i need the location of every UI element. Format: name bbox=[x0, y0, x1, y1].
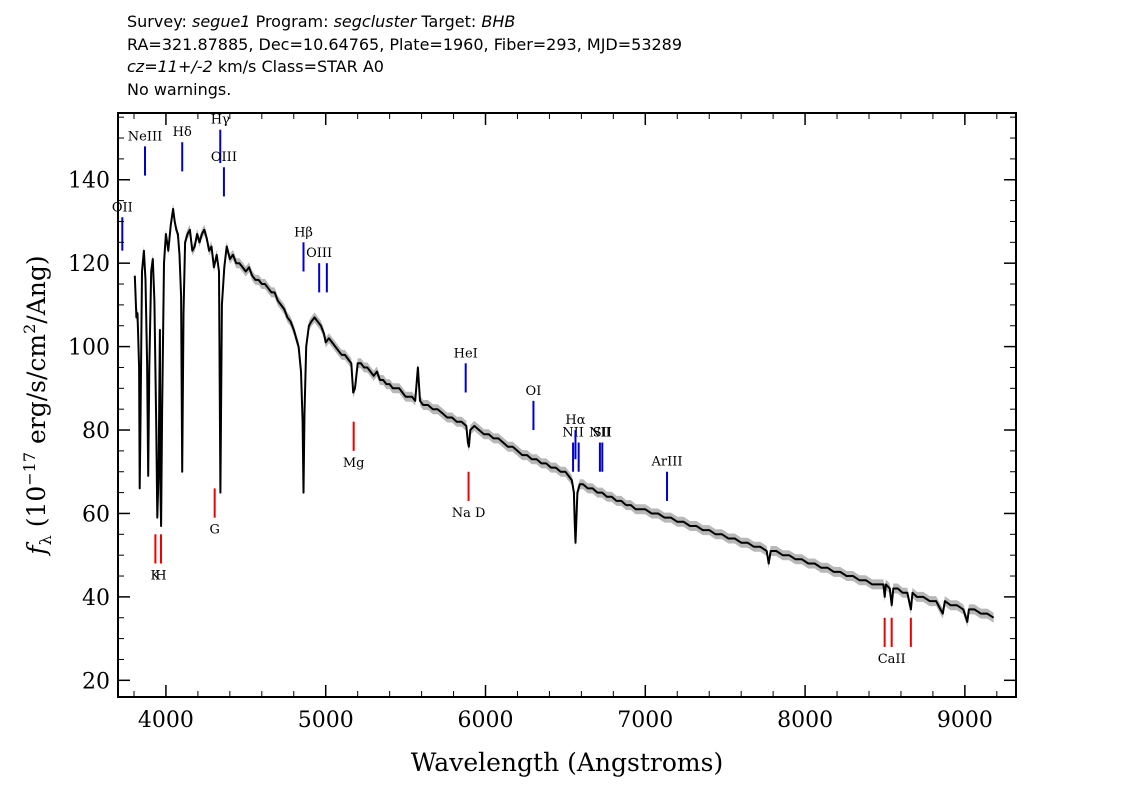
absorption-line-h-label: H bbox=[155, 569, 166, 584]
y-tick-label: 100 bbox=[68, 336, 110, 361]
spectrum-layer bbox=[133, 207, 995, 623]
axes-layer: 4000 5000 6000 7000 8000 9000 20 40 60 80 100 120 14… bbox=[68, 113, 1016, 733]
y-axis-title-part: f bbox=[22, 542, 51, 557]
emission-line-ariii-label: ArIII bbox=[651, 455, 683, 470]
spectrum-header: Survey: segue1 Program: segcluster Targe… bbox=[127, 11, 682, 101]
y-axis-title-part: erg/s/cm bbox=[22, 334, 51, 452]
spectrum-line bbox=[133, 207, 995, 623]
target-value: BHB bbox=[481, 12, 516, 31]
target-label: Target: bbox=[421, 12, 477, 31]
plot-frame bbox=[117, 112, 1017, 698]
emission-line-nii-label: NII bbox=[589, 426, 611, 441]
emission-line-oii-label: OII bbox=[112, 200, 133, 215]
emission-line-oi-label: OI bbox=[526, 384, 542, 399]
y-tick-label: 120 bbox=[68, 252, 110, 277]
y-axis-title-part: 2 bbox=[20, 324, 39, 334]
program-value: segcluster bbox=[333, 12, 417, 31]
error-band bbox=[134, 203, 994, 627]
x-tick-label: 9000 bbox=[937, 708, 993, 733]
x-axis-title: Wavelength (Angstroms) bbox=[411, 748, 723, 777]
emission-line-h--label: Hγ bbox=[211, 113, 230, 128]
y-tick-label: 80 bbox=[82, 419, 110, 444]
header-line-redshift: cz=11+/-2 km/s Class=STAR A0 bbox=[127, 56, 682, 79]
emission-line-h--label: Hα bbox=[565, 413, 585, 428]
absorption-line-na-d-label: Na D bbox=[452, 506, 486, 521]
x-tick-label: 8000 bbox=[777, 708, 833, 733]
y-tick-label: 20 bbox=[82, 669, 110, 694]
absorption-line-g-label: G bbox=[209, 523, 219, 538]
absorption-line-caii-label: CaII bbox=[878, 652, 906, 667]
survey-value: segue1 bbox=[191, 12, 251, 31]
emission-line-nii-label: NII bbox=[562, 426, 584, 441]
error-band-layer bbox=[134, 203, 994, 627]
emission-line-neiii-label: NeIII bbox=[128, 129, 162, 144]
x-tick-label: 4000 bbox=[138, 708, 194, 733]
absorption-line-mg-label: Mg bbox=[343, 456, 365, 471]
absorption-line-k-label: K bbox=[151, 569, 161, 584]
y-axis-title-part: (10 bbox=[22, 486, 51, 536]
emission-line-oiii-label: OIII bbox=[306, 246, 332, 261]
y-tick-label: 60 bbox=[82, 502, 110, 527]
emission-line-oiii-label: OIII bbox=[211, 150, 237, 165]
y-axis-title-part: /Ang) bbox=[22, 255, 51, 323]
y-axis-title-part: λ bbox=[36, 535, 55, 545]
program-label: Program: bbox=[255, 12, 329, 31]
y-axis-title: fλ (10−17 erg/s/cm2/Ang) bbox=[20, 255, 55, 556]
y-axis-title-part: −17 bbox=[20, 452, 39, 486]
emission-line-h--label: Hβ bbox=[294, 225, 313, 240]
y-tick-label: 140 bbox=[68, 169, 110, 194]
survey-label: Survey: bbox=[127, 12, 187, 31]
x-tick-label: 6000 bbox=[458, 708, 514, 733]
emission-line-sii-label: SII bbox=[593, 426, 612, 441]
x-tick-label: 7000 bbox=[617, 708, 673, 733]
redshift-value: cz=11+/-2 bbox=[127, 57, 213, 76]
redshift-unit: km/s bbox=[217, 57, 257, 76]
header-line-coords: RA=321.87885, Dec=10.64765, Plate=1960, … bbox=[127, 34, 683, 54]
y-tick-label: 40 bbox=[82, 586, 110, 611]
x-tick-label: 5000 bbox=[298, 708, 354, 733]
header-line-survey: Survey: segue1 Program: segcluster Targe… bbox=[127, 11, 682, 34]
header-line-warnings: No warnings. bbox=[127, 79, 232, 99]
emission-line-hei-label: HeI bbox=[454, 346, 478, 361]
class-value: Class=STAR A0 bbox=[261, 57, 384, 76]
emission-line-h--label: Hδ bbox=[173, 125, 192, 140]
